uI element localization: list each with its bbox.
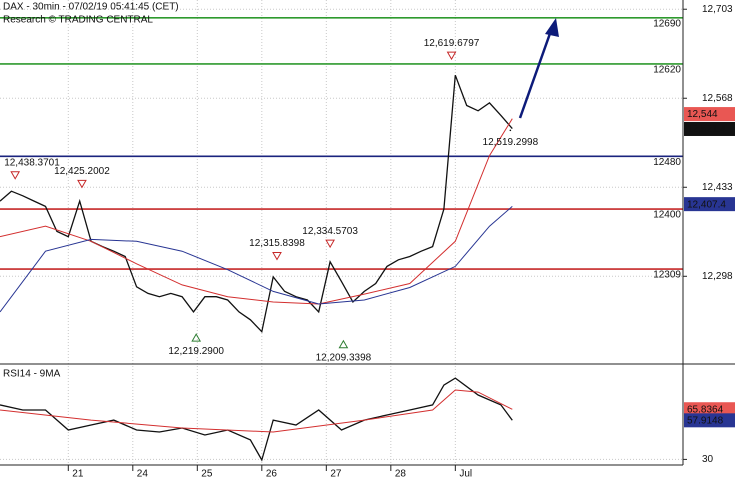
annotation-label: 12,334.5703 bbox=[302, 226, 358, 237]
plot: 12690 12620 12480 12400 12309 12,438.370112,4… bbox=[0, 17, 683, 462]
price-label-box bbox=[684, 402, 735, 417]
x-tick-label: 24 bbox=[137, 469, 149, 480]
low-marker bbox=[191, 333, 202, 342]
level-label: 12690 bbox=[653, 18, 681, 29]
y-tick-label: 12,568 bbox=[702, 93, 733, 104]
y-tick-label: 30 bbox=[702, 454, 714, 465]
high-marker bbox=[325, 239, 335, 249]
price-label: 57.9148 bbox=[687, 415, 724, 426]
annotation-label: 12,219.2900 bbox=[168, 346, 224, 357]
annotation-label: 12,209.3398 bbox=[316, 352, 372, 363]
x-tick-label: 26 bbox=[266, 469, 278, 480]
price-label: 65.8364 bbox=[687, 404, 724, 415]
level-label: 12400 bbox=[653, 210, 681, 221]
panel-title: RSI14 - 9MA bbox=[3, 369, 61, 380]
forecast-arrowhead bbox=[545, 18, 559, 37]
annotation-label: 12,438.3701 bbox=[4, 157, 60, 168]
level-label: 12309 bbox=[653, 270, 681, 281]
price-label-box bbox=[684, 107, 735, 122]
level-label: 12480 bbox=[653, 157, 681, 168]
series-line bbox=[0, 377, 513, 462]
y-tick-label: 12,298 bbox=[702, 271, 733, 282]
price-label-box bbox=[684, 121, 735, 136]
y-tick-label: 12,433 bbox=[702, 182, 733, 193]
high-marker bbox=[272, 252, 282, 261]
high-marker bbox=[77, 179, 87, 189]
low-marker bbox=[338, 339, 349, 349]
x-tick-label: Jul bbox=[459, 469, 472, 480]
x-tick-label: 21 bbox=[72, 469, 84, 480]
annotation-label: 12,519.2998 bbox=[483, 137, 539, 148]
price-label: 12,544 bbox=[687, 109, 718, 120]
annotation-label: 12,425.2002 bbox=[54, 166, 110, 177]
series-line bbox=[0, 118, 513, 305]
price-label-box bbox=[684, 197, 735, 212]
high-marker bbox=[446, 51, 457, 61]
point-marker bbox=[509, 129, 512, 132]
level-label: 12620 bbox=[653, 65, 681, 76]
price-label: 12,407.4 bbox=[687, 199, 726, 210]
annotation-label: 12,619.6797 bbox=[424, 38, 480, 49]
series-line bbox=[0, 389, 513, 433]
chart-subtitle: Research © TRADING CENTRAL bbox=[3, 15, 153, 26]
forecast-arrow bbox=[518, 24, 555, 119]
series-line bbox=[0, 74, 513, 334]
x-tick-label: 28 bbox=[395, 469, 407, 480]
x-tick-label: 27 bbox=[330, 469, 342, 480]
y-tick-label: 12,703 bbox=[702, 4, 733, 15]
high-marker bbox=[10, 171, 21, 180]
chart-title: DAX - 30min - 07/02/19 05:41:45 (CET) bbox=[3, 2, 179, 13]
price-label-box bbox=[684, 413, 735, 428]
annotation-label: 12,315.8398 bbox=[249, 238, 305, 249]
price-label: 12,521.4 bbox=[687, 124, 726, 135]
grid bbox=[0, 0, 683, 465]
series-line bbox=[0, 206, 513, 313]
x-tick-label: 25 bbox=[201, 469, 213, 480]
